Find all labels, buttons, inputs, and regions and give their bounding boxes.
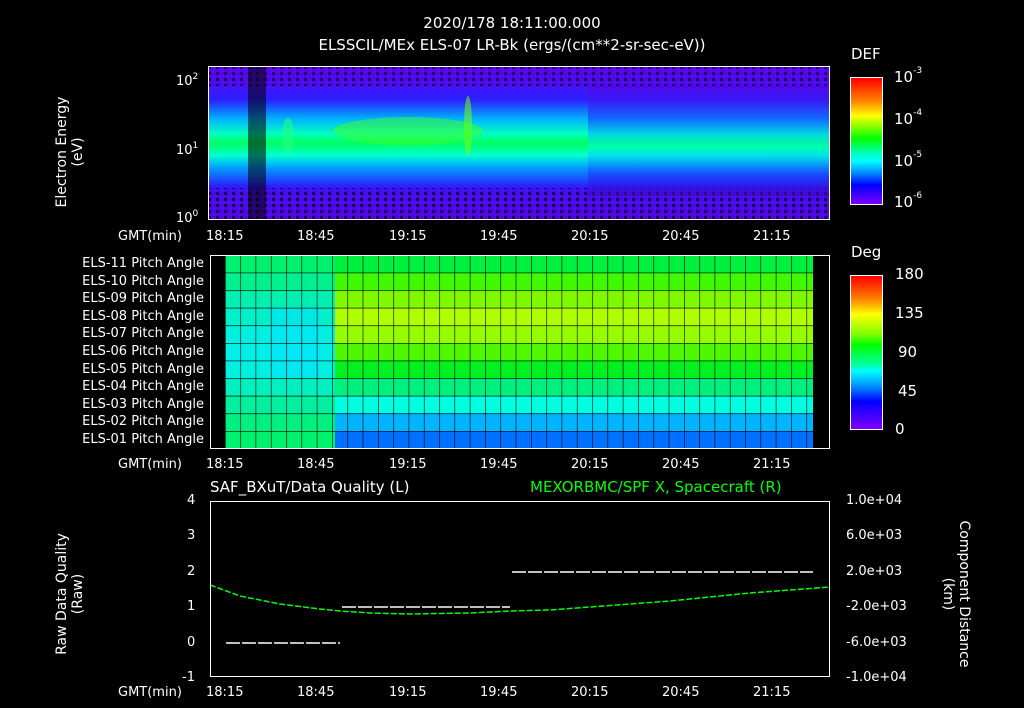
deg-tick: 90 (898, 343, 918, 361)
quality-rlabel: Component Distance (km) (940, 520, 972, 668)
quality-left-title: SAF_BXuT/Data Quality (L) (210, 478, 410, 496)
ytick-1e0: 100 (176, 209, 199, 226)
def-tick: 10-3 (894, 66, 923, 86)
right-ytick: -2.0e+03 (846, 599, 907, 614)
def-tick: 10-6 (894, 191, 923, 211)
deg-colorbar (850, 275, 883, 430)
pitch-row-label: ELS-05 Pitch Angle (82, 361, 204, 377)
deg-tick: 135 (895, 304, 924, 322)
xtick: 20:15 (571, 685, 609, 700)
deg-colorbar-label: Deg (851, 243, 882, 261)
xtick: 19:15 (389, 229, 427, 244)
xtick: 21:15 (753, 229, 791, 244)
spectrogram-ylabel: Electron Energy (eV) (54, 96, 86, 208)
ytick-1e2: 102 (176, 72, 199, 89)
pitch-row-label: ELS-08 Pitch Angle (82, 308, 204, 324)
xtick: 20:45 (662, 457, 700, 472)
pitch-row-label: ELS-04 Pitch Angle (82, 379, 204, 395)
pitch-row-label: ELS-10 Pitch Angle (82, 273, 204, 289)
pitch-row-label: ELS-06 Pitch Angle (82, 343, 204, 359)
right-ytick: -6.0e+03 (846, 635, 907, 650)
x-axis-label: GMT(min) (118, 685, 182, 700)
xtick: 20:45 (662, 229, 700, 244)
def-tick: 10-5 (894, 150, 923, 170)
left-ytick: 3 (187, 528, 196, 543)
deg-tick: 45 (898, 382, 918, 400)
right-ytick: 6.0e+03 (846, 528, 903, 543)
spectrogram-plot (208, 66, 830, 220)
xtick: 20:15 (571, 457, 609, 472)
xtick: 18:15 (206, 685, 244, 700)
xtick: 19:15 (389, 457, 427, 472)
quality-ylabel: Raw Data Quality (Raw) (54, 533, 86, 655)
def-colorbar-label: DEF (851, 45, 881, 63)
timestamp-title: 2020/178 18:11:00.000 (423, 14, 601, 32)
quality-right-title: MEXORBMC/SPF X, Spacecraft (R) (530, 478, 782, 496)
pitch-row-label: ELS-03 Pitch Angle (82, 396, 204, 412)
right-ytick: -1.0e+04 (846, 670, 907, 685)
xtick: 21:15 (753, 685, 791, 700)
spectrogram-frame (208, 66, 830, 220)
xtick: 18:45 (297, 457, 335, 472)
left-ytick: 4 (187, 493, 196, 508)
deg-tick: 0 (895, 420, 905, 438)
pitch-angle-labels: ELS-11 Pitch Angle ELS-10 Pitch Angle EL… (50, 256, 204, 450)
pitch-row-label: ELS-09 Pitch Angle (82, 291, 204, 307)
def-tick: 10-4 (894, 108, 923, 128)
xtick: 19:45 (480, 229, 518, 244)
pitch-row-label: ELS-07 Pitch Angle (82, 326, 204, 342)
xtick: 20:45 (662, 685, 700, 700)
pitch-angle-frame (210, 255, 830, 449)
xtick: 19:15 (389, 685, 427, 700)
right-ytick: 1.0e+04 (846, 493, 903, 508)
left-ytick: -1 (182, 670, 195, 685)
xtick: 18:15 (206, 457, 244, 472)
plot-subtitle: ELSSCIL/MEx ELS-07 LR-Bk (ergs/(cm**2-sr… (318, 36, 706, 54)
xtick: 20:15 (571, 229, 609, 244)
pitch-row-label: ELS-02 Pitch Angle (82, 414, 204, 430)
quality-plot (210, 501, 830, 677)
xtick: 18:45 (297, 685, 335, 700)
xtick: 18:15 (206, 229, 244, 244)
left-ytick: 2 (187, 564, 196, 579)
right-ytick: 2.0e+03 (846, 564, 903, 579)
pitch-angle-plot (210, 255, 830, 449)
xtick: 18:45 (297, 229, 335, 244)
xtick: 21:15 (753, 457, 791, 472)
ytick-1e1: 101 (176, 141, 199, 158)
x-axis-label: GMT(min) (118, 229, 182, 244)
pitch-row-label: ELS-11 Pitch Angle (82, 256, 204, 271)
deg-tick: 180 (895, 265, 924, 283)
quality-frame (210, 501, 830, 677)
xtick: 19:45 (480, 457, 518, 472)
left-ytick: 1 (187, 599, 196, 614)
def-colorbar (850, 77, 883, 205)
pitch-row-label: ELS-01 Pitch Angle (82, 431, 204, 447)
x-axis-label: GMT(min) (118, 457, 182, 472)
left-ytick: 0 (187, 635, 196, 650)
xtick: 19:45 (480, 685, 518, 700)
